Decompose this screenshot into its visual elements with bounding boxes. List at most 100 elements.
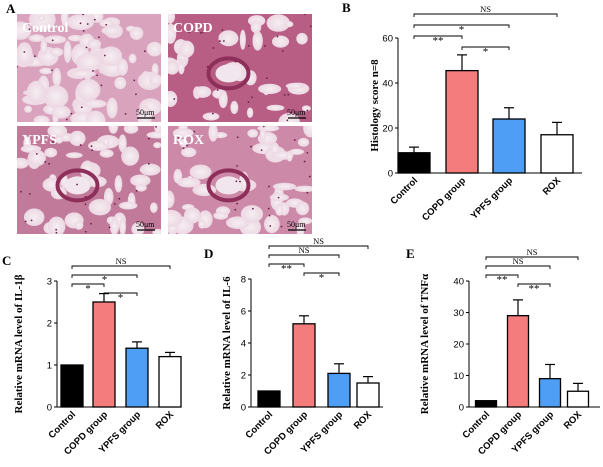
panel-letter: C: [2, 253, 11, 268]
histology-tile-ypfs: YPFS 50μm: [17, 126, 161, 234]
alveolus-shape: [69, 69, 96, 78]
nucleus-dot: [30, 219, 33, 222]
significance-bracket: [461, 46, 510, 50]
bar-rox: [158, 355, 182, 408]
nucleus-dot: [70, 112, 73, 115]
nucleus-dot: [178, 136, 180, 139]
x-category-label: COPD group: [420, 175, 468, 223]
alveolus-shape: [76, 78, 101, 101]
nucleus-dot: [262, 126, 265, 128]
bar-control: [397, 152, 431, 174]
nucleus-dot: [155, 126, 157, 128]
alveolus-shape: [65, 152, 83, 159]
y-tick-label: 4: [241, 339, 246, 350]
alveolus-shape: [178, 60, 185, 75]
alveolus-shape: [148, 73, 161, 86]
alveolus-shape: [230, 100, 239, 115]
histology-tile-control: Control 50μm: [17, 14, 161, 122]
bar-control: [257, 390, 281, 408]
nucleus-dot: [28, 192, 31, 195]
alveolus-shape: [47, 126, 68, 138]
bronchiole-wall-shape: [55, 168, 100, 203]
nucleus-dot: [182, 147, 185, 150]
alveolus-shape: [252, 30, 263, 51]
alveolus-shape: [284, 21, 294, 28]
alveolus-shape: [183, 207, 201, 224]
alveolus-shape: [123, 126, 139, 134]
x-category-label: YPFS group: [469, 175, 515, 221]
alveolus-shape: [275, 204, 284, 216]
alveolus-shape: [146, 131, 161, 139]
significance-label: NS: [513, 256, 524, 266]
alveolus-shape: [177, 177, 201, 188]
alveolus-shape: [116, 58, 128, 76]
bar-rox: [566, 390, 590, 408]
alveolus-shape: [247, 129, 259, 138]
significance-bracket: [268, 263, 305, 267]
nucleus-dot: [82, 30, 85, 32]
alveolus-shape: [130, 174, 151, 187]
tile-label: YPFS: [22, 133, 57, 148]
significance-label: *: [118, 292, 124, 304]
chart-d: D 0 2 4 6 8 Relative mRNA level of IL-6 Control…: [204, 236, 383, 457]
nucleus-dot: [221, 29, 224, 31]
alveolus-shape: [168, 90, 178, 107]
alveolus-shape: [149, 202, 158, 213]
nucleus-dot: [309, 25, 312, 28]
scale-bar-label: 50μm: [287, 220, 306, 229]
nucleus-dot: [20, 190, 22, 193]
nucleus-dot: [124, 112, 127, 115]
bar-copd: [445, 69, 479, 174]
y-tick-label: 10: [453, 371, 464, 382]
alveolus-shape: [119, 217, 126, 234]
x-category-label: Control: [46, 409, 78, 441]
chart-b: B 0 20 40 60 Histology score n=8 Control COPD g…: [342, 0, 582, 223]
nucleus-dot: [303, 14, 306, 16]
alveolus-shape: [29, 14, 56, 31]
nucleus-dot: [234, 60, 237, 63]
nucleus-dot: [265, 77, 268, 80]
y-tick-label: 3: [47, 277, 52, 288]
scale-bar-label: 50μm: [136, 220, 155, 229]
alveolus-shape: [108, 126, 119, 134]
nucleus-dot: [52, 141, 54, 143]
bar-ypfs: [492, 118, 526, 174]
y-axis-label: Relative mRNA level of TNFα: [419, 273, 431, 414]
nucleus-dot: [91, 149, 93, 152]
bronchiole-lumen-shape: [64, 176, 91, 195]
bar-copd: [92, 301, 116, 408]
y-tick-label: 20: [382, 124, 393, 135]
nucleus-dot: [251, 96, 253, 99]
chart-c: C 0 1 2 3 Relative mRNA level of IL-1β Control…: [2, 253, 182, 457]
alveolus-shape: [87, 39, 102, 50]
nucleus-dot: [51, 69, 53, 72]
significance-bracket: [71, 265, 171, 269]
significance-label: *: [85, 283, 91, 295]
significance-label: NS: [116, 256, 127, 266]
nucleus-dot: [269, 225, 272, 227]
alveolus-shape: [179, 40, 195, 58]
nucleus-dot: [293, 139, 296, 141]
scale-bar-label: 50μm: [136, 108, 155, 117]
y-tick-label: 8: [241, 275, 246, 286]
nucleus-dot: [133, 79, 136, 82]
alveolus-shape: [266, 104, 285, 111]
alveolus-shape: [33, 115, 50, 122]
significance-label: **: [497, 274, 508, 286]
nucleus-dot: [287, 93, 290, 96]
alveolus-shape: [102, 136, 110, 146]
alveolus-shape: [24, 105, 33, 113]
nucleus-dot: [23, 51, 26, 53]
alveolus-shape: [258, 83, 282, 95]
alveolus-shape: [128, 53, 137, 64]
bar-ypfs: [125, 347, 149, 408]
nucleus-dot: [108, 226, 111, 229]
significance-bracket: [413, 24, 510, 28]
alveolus-shape: [250, 20, 262, 34]
alveolus-shape: [28, 149, 46, 167]
nucleus-dot: [84, 203, 87, 206]
alveolus-shape: [44, 147, 58, 158]
bronchiole-wall-shape: [206, 56, 251, 91]
nucleus-dot: [82, 14, 84, 16]
nucleus-dot: [186, 144, 188, 147]
